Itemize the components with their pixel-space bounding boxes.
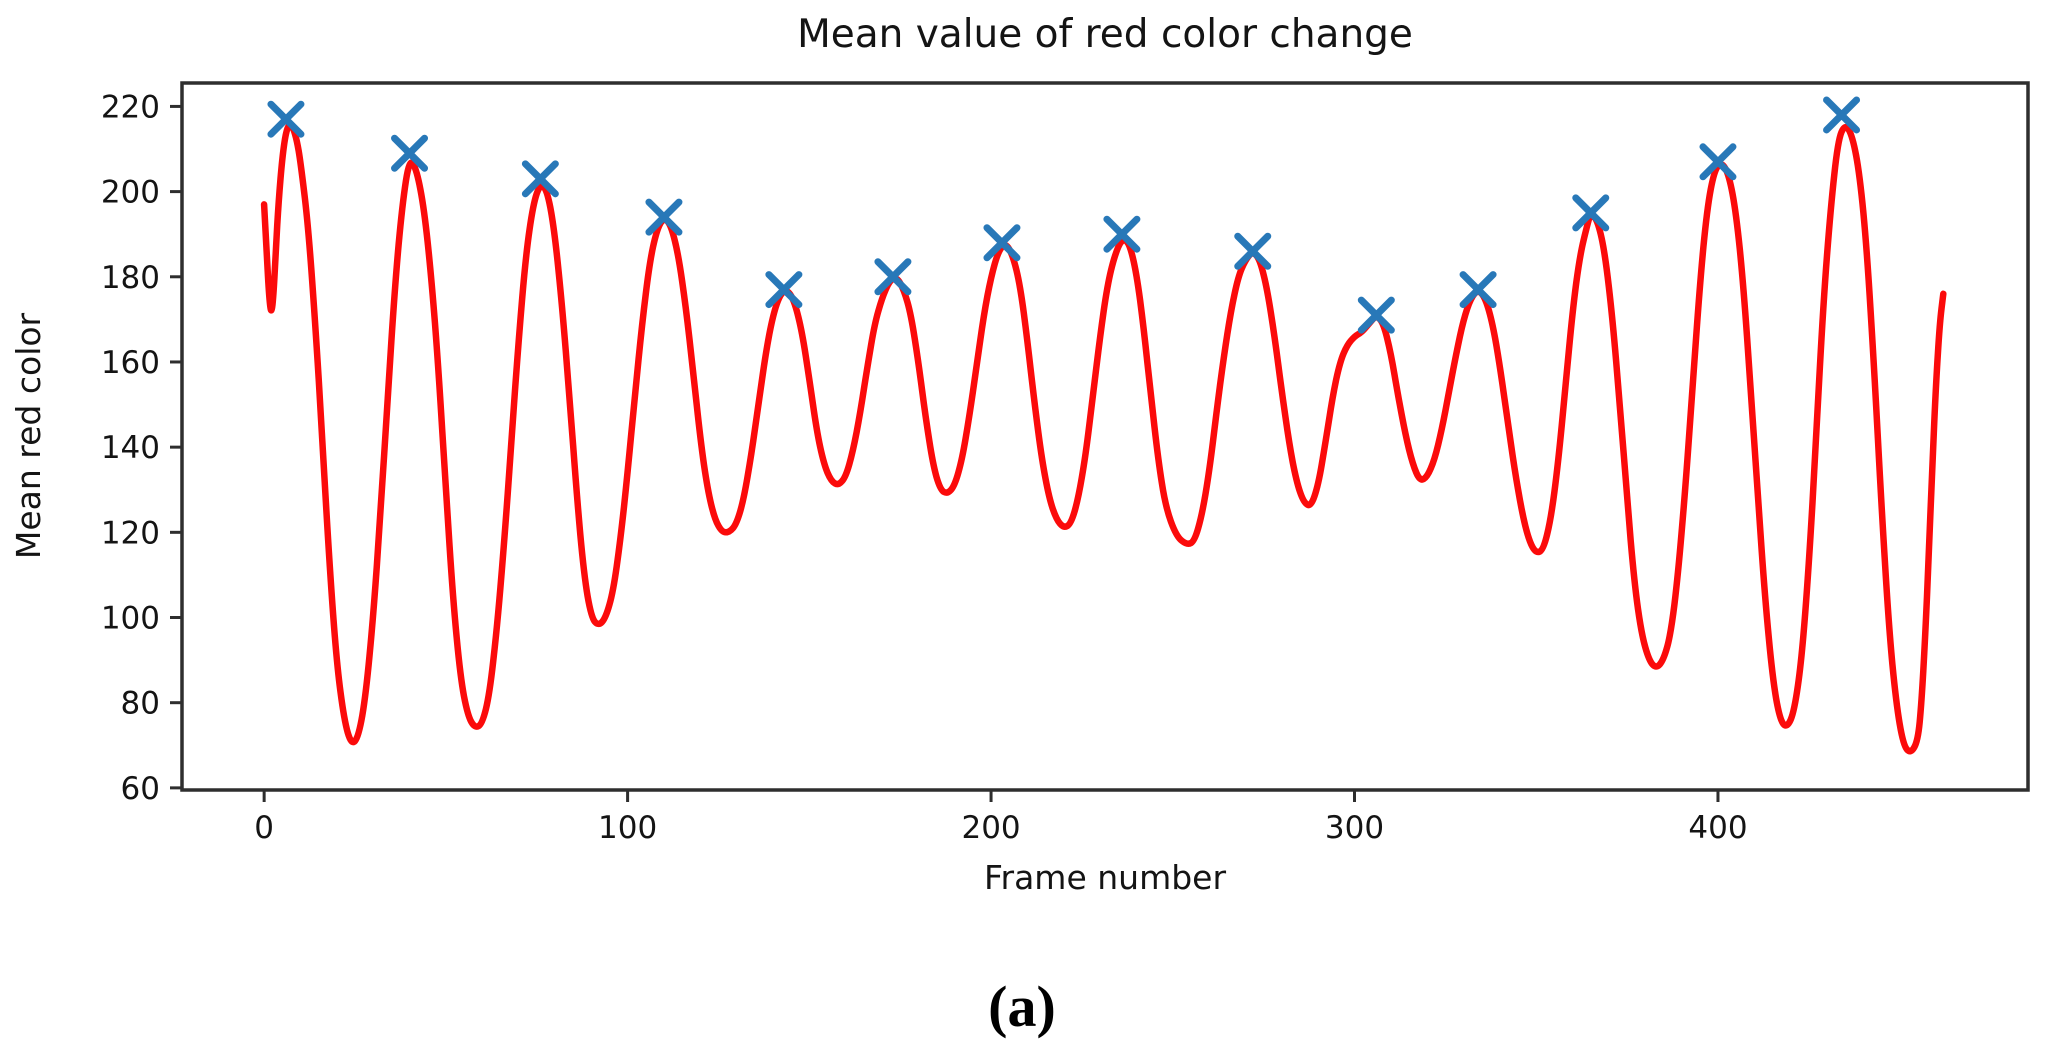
plot-area: 0 100 200 300 400 60 80 100 120 140 160 180 200 220 (101, 81, 2030, 846)
peak-marker (391, 134, 429, 172)
x-marker-stroke (1357, 296, 1395, 334)
y-tick-label: 140 (101, 430, 160, 466)
peak-marker (1823, 96, 1861, 134)
x-tick-label: 200 (961, 810, 1020, 846)
x-marker-stroke (645, 198, 683, 236)
peak-marker (521, 160, 559, 198)
peak-marker (1357, 296, 1395, 334)
x-marker-stroke (521, 160, 559, 198)
plot-box (180, 81, 2030, 792)
x-marker-stroke (983, 224, 1021, 262)
x-tick-label: 400 (1688, 810, 1747, 846)
x-marker-stroke (1459, 271, 1497, 309)
y-tick-label: 60 (121, 771, 160, 807)
y-tick-label: 100 (101, 601, 160, 637)
peak-marker (1459, 271, 1497, 309)
y-tick-label: 220 (101, 89, 160, 125)
y-tick-label: 120 (101, 515, 160, 551)
peak-marker (1103, 215, 1141, 253)
x-marker-stroke (765, 271, 803, 309)
y-tick-label: 80 (121, 686, 160, 722)
peak-marker (983, 224, 1021, 262)
y-tick-label: 180 (101, 260, 160, 296)
x-marker-stroke (1103, 215, 1141, 253)
peak-marker (765, 271, 803, 309)
chart-title: Mean value of red color change (797, 12, 1413, 57)
y-tick-label: 160 (101, 345, 160, 381)
x-marker-stroke (391, 134, 429, 172)
x-axis-label: Frame number (984, 858, 1227, 897)
x-marker-stroke (1572, 194, 1610, 232)
peak-marker (1234, 232, 1272, 270)
x-tick-label: 300 (1325, 810, 1384, 846)
x-marker-stroke (267, 100, 305, 138)
x-marker-stroke (1699, 143, 1737, 181)
peak-marker (267, 100, 305, 138)
x-tick-label: 100 (598, 810, 657, 846)
x-tick-label: 0 (254, 810, 274, 846)
figure-caption: (a) (988, 974, 1056, 1039)
peak-marker (645, 198, 683, 236)
y-tick-label: 200 (101, 175, 160, 211)
x-marker-stroke (1823, 96, 1861, 134)
y-axis-label: Mean red color (9, 312, 48, 559)
peak-marker (874, 258, 912, 296)
x-marker-stroke (1234, 232, 1272, 270)
x-marker-stroke (874, 258, 912, 296)
mean-red-line (260, 121, 1947, 755)
peak-marker (1699, 143, 1737, 181)
peak-marker (1572, 194, 1610, 232)
